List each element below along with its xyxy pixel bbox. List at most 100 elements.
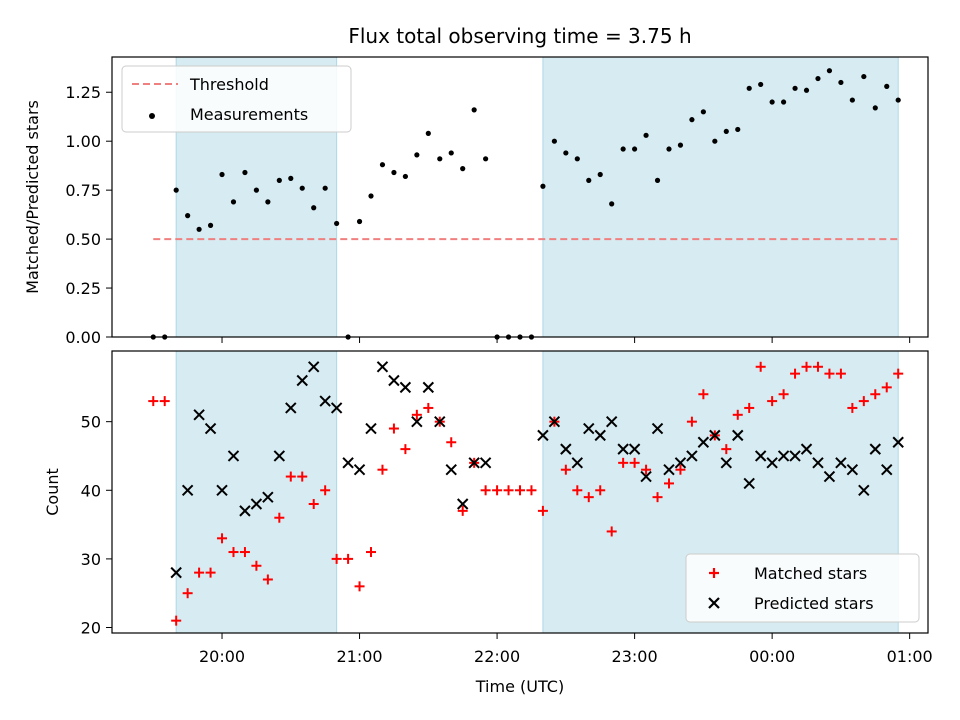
measurement-point <box>551 138 557 144</box>
measurement-point <box>288 175 294 181</box>
measurement-point <box>666 146 672 152</box>
matched-star-point <box>755 361 766 372</box>
top-legend-box <box>121 65 352 133</box>
predicted-star-point <box>262 491 274 503</box>
measurement-point <box>861 73 867 80</box>
measurement-point <box>803 87 810 93</box>
measurement-point <box>849 97 855 103</box>
legend-threshold-label: Threshold <box>189 75 269 94</box>
predicted-star-point <box>342 457 354 469</box>
x-tick-label: 23:00 <box>612 647 658 666</box>
predicted-star-point <box>181 484 194 496</box>
measurement-point <box>414 152 420 158</box>
predicted-star-point <box>628 443 641 455</box>
predicted-star-point <box>399 381 412 394</box>
y-tick-label: 30 <box>81 550 101 569</box>
measurement-point <box>299 185 305 191</box>
matched-star-point <box>354 581 365 592</box>
predicted-star-point <box>617 443 629 455</box>
measurement-point <box>368 193 374 199</box>
predicted-star-point <box>204 422 217 435</box>
measurement-point <box>677 142 684 148</box>
matched-star-point <box>652 492 663 503</box>
y-tick-label: 0.25 <box>65 279 101 298</box>
matched-star-point <box>629 457 640 468</box>
predicted-star-point <box>594 429 606 442</box>
measurement-point <box>597 171 603 178</box>
predicted-star-point <box>308 361 320 373</box>
bottom-y-ticks: 20 30 40 50 <box>81 413 112 638</box>
matched-star-point <box>492 485 503 496</box>
matched-star-point <box>767 396 778 407</box>
predicted-star-point <box>560 443 572 455</box>
measurement-point <box>700 109 706 115</box>
predicted-star-point <box>686 450 698 462</box>
measurement-point <box>196 226 202 232</box>
measurement-point <box>276 177 282 183</box>
shaded-interval <box>542 56 899 338</box>
predicted-star-point <box>789 450 801 462</box>
measurement-point <box>654 177 661 183</box>
matched-star-point <box>721 444 732 455</box>
chart-title: Flux total observing time = 3.75 h <box>348 24 691 48</box>
measurement-point <box>895 97 901 103</box>
x-tick-label: 22:00 <box>474 647 520 666</box>
predicted-star-point <box>216 484 228 496</box>
measurement-point <box>379 162 386 168</box>
measurement-point <box>735 126 741 133</box>
legend-matched-label: Matched stars <box>754 564 867 583</box>
matched-star-point <box>526 485 537 496</box>
predicted-star-point <box>537 429 549 442</box>
measurement-point <box>643 132 649 138</box>
matched-star-point <box>663 478 674 489</box>
measurement-point <box>483 156 489 162</box>
bottom-y-axis-label: Count <box>43 468 62 516</box>
y-tick-label: 50 <box>81 413 101 432</box>
predicted-star-point <box>823 470 836 483</box>
predicted-star-point <box>858 484 870 496</box>
predicted-star-point <box>445 463 457 476</box>
top-panel: 0.00 0.25 0.50 0.75 1.00 1.25 Matched/Predict… <box>23 56 929 347</box>
predicted-star-point <box>296 374 308 387</box>
measurement-point <box>609 201 615 207</box>
matched-star-point <box>308 499 319 510</box>
predicted-star-point <box>892 436 904 448</box>
predicted-star-point <box>720 457 732 469</box>
matched-stars-points <box>148 361 904 626</box>
matched-star-point <box>262 574 273 585</box>
top-legend: Threshold Measurements <box>121 65 352 133</box>
matched-star-point <box>583 492 594 503</box>
measurement-point <box>746 85 752 91</box>
shaded-interval <box>175 350 338 634</box>
matched-star-point <box>217 533 228 544</box>
predicted-star-point <box>479 457 492 469</box>
predicted-star-point <box>365 422 377 435</box>
predicted-star-point <box>732 429 744 442</box>
measurement-point <box>872 105 878 111</box>
matched-star-point <box>366 547 377 558</box>
matched-star-point <box>560 464 571 475</box>
measurement-point <box>540 183 546 189</box>
matched-star-point <box>858 396 869 407</box>
measurement-point <box>185 213 191 219</box>
predicted-star-point <box>835 457 847 469</box>
top-y-axis-label: Matched/Predicted stars <box>23 100 42 294</box>
matched-star-point <box>343 553 354 564</box>
predicted-star-point <box>640 470 652 483</box>
predicted-star-point <box>605 415 618 428</box>
predicted-star-point <box>170 566 182 579</box>
matched-star-point <box>812 361 823 372</box>
matched-star-point <box>618 457 629 468</box>
matched-star-point <box>239 547 250 558</box>
matched-star-point <box>778 389 789 400</box>
matched-star-point <box>790 368 801 379</box>
bottom-legend-box <box>685 553 920 623</box>
y-tick-label: 40 <box>81 481 101 500</box>
x-tick-label: 00:00 <box>749 647 795 666</box>
measurement-point <box>826 68 833 74</box>
legend-measurements-swatch <box>149 113 155 119</box>
predicted-star-point <box>571 457 584 469</box>
matched-star-point <box>411 409 422 420</box>
predicted-star-point <box>583 422 595 435</box>
